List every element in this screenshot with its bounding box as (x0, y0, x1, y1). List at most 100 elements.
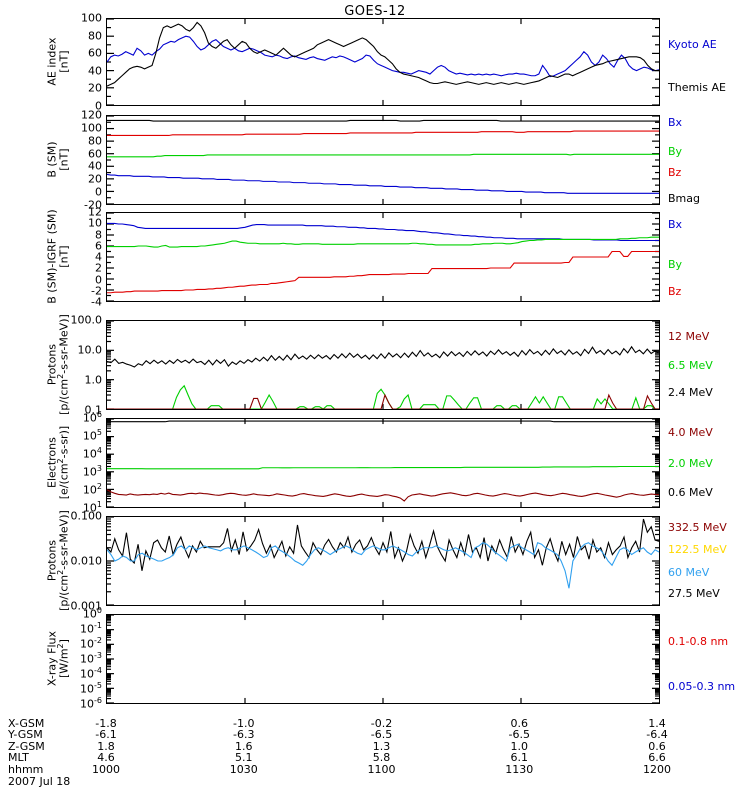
legend-label: 0.05-0.3 nm (668, 680, 736, 693)
legend-label: 6.5 MeV (668, 359, 713, 372)
plot-panel-protons-high (106, 516, 660, 606)
y-axis-ticks-ae-index: 0 20 40 60 80 100 (58, 13, 102, 112)
axis-row-y-gsm: Y-GSM -6.1 -6.3 -6.5 -6.5 -6.4 (0, 728, 750, 742)
y-tick-label: 6 (95, 239, 102, 253)
bottom-axis-table: X-GSM -1.8 -1.0 -0.2 0.6 1.4 Y-GSM -6.1 -6.3 -6.5… (0, 718, 750, 775)
axis-tick-value: 1100 (367, 762, 396, 776)
axis-tick-value: 6.1 (510, 751, 529, 765)
y-axis-ticks-protons-low: 0.1 1.0 10.0 100.0 (58, 315, 103, 416)
legend-label: Bz (668, 285, 682, 299)
plot-panel-b-sm-igrf (106, 212, 660, 302)
y-tick-label: 60 (88, 147, 102, 161)
y-tick-label: 80 (88, 29, 102, 43)
legend-label: By (668, 145, 683, 158)
series-line (107, 22, 659, 86)
series-line (107, 131, 659, 135)
y-tick-label: 100.0 (70, 313, 103, 327)
legend-label: Bz (668, 165, 682, 179)
y-tick-label: 1.0 (84, 373, 103, 387)
series-line (107, 386, 659, 409)
y-tick-label: 10 (88, 216, 102, 230)
y-tick-label: 120 (81, 108, 102, 122)
series-line (107, 347, 659, 367)
y-axis-ticks-b-sm: -20 0 20 40 60 80 100 120 (58, 110, 102, 211)
series-line (107, 174, 659, 193)
y-tick-label: 0 (95, 185, 102, 199)
legend-label: Themis AE (668, 80, 726, 94)
axis-tick-value: 5.1 (235, 751, 253, 765)
axis-row-label: X-GSM (8, 717, 45, 730)
series-line (107, 466, 659, 468)
axis-tick-value: 1.0 (510, 739, 529, 753)
axis-tick-value: -6.1 (95, 728, 117, 742)
y-axis-title-xray-flux: X-ray Flux [W/m2] (45, 631, 70, 687)
y-tick-label: 102 (82, 481, 102, 497)
series-line (107, 223, 659, 240)
legend-label: Bx (668, 217, 683, 231)
axis-tick-value: 0.6 (510, 717, 529, 730)
plot-panel-ae-index (106, 18, 660, 106)
axis-row-label: Y-GSM (8, 728, 43, 742)
y-tick-label: 106 (82, 409, 102, 425)
legend-label: 0.1-0.8 nm (668, 635, 729, 648)
axis-row-label: MLT (8, 751, 29, 765)
y-tick-label: 0 (95, 99, 102, 113)
y-tick-label: 100 (82, 605, 102, 621)
y-tick-label: 60 (88, 46, 102, 60)
axis-row-mlt: MLT 4.6 5.1 5.8 6.1 6.6 (0, 751, 750, 765)
plot-panel-protons-low (106, 320, 660, 410)
axis-tick-value: 1.6 (235, 739, 253, 753)
y-axis-ticks-xray-flux: 10-6 10-5 10-4 10-3 10-2 10-1 100 (58, 606, 102, 709)
y-tick-label: 12 (88, 205, 102, 219)
date-stamp: 2007 Jul 18 (8, 775, 71, 788)
series-line (107, 120, 659, 121)
legend-label: 2.0 MeV (668, 457, 713, 470)
legend-label: 27.5 MeV (668, 586, 720, 600)
y-tick-label: 100 (81, 121, 102, 135)
axis-row-x-gsm: X-GSM -1.8 -1.0 -0.2 0.6 1.4 (0, 717, 750, 730)
legend-label: Bx (668, 116, 683, 130)
axis-tick-value: 1000 (92, 762, 120, 776)
axis-tick-value: 1030 (229, 762, 258, 776)
y-axis-ticks-electrons: 101 102 103 104 105 106 (58, 410, 102, 513)
axis-tick-value: -6.5 (370, 728, 393, 742)
series-line (107, 36, 659, 76)
plot-panel-b-sm (106, 115, 660, 205)
legend-label: 122.5 MeV (668, 543, 727, 557)
y-tick-label: 10-2 (80, 635, 102, 651)
plot-panel-xray-flux (106, 614, 660, 704)
axis-tick-value: -6.3 (233, 728, 255, 742)
y-tick-label: 0.1 (84, 403, 103, 417)
y-tick-label: 0 (95, 273, 102, 286)
axis-tick-value: -6.5 (508, 728, 530, 742)
y-tick-label: -2 (91, 284, 102, 298)
y-tick-label: 10-3 (80, 650, 102, 666)
axis-tick-value: -0.2 (370, 717, 393, 730)
y-axis-title-b-sm-igrf: B (SM)-IGRF (SM) [nT] (45, 209, 70, 304)
y-tick-label: 105 (82, 427, 102, 443)
y-tick-label: 0.100 (70, 509, 103, 523)
y-tick-label: 40 (88, 159, 102, 173)
legend-label: Bmag (668, 191, 700, 205)
y-tick-label: 80 (88, 134, 102, 148)
y-axis-ticks-b-sm-igrf: -4 -2 0 2 4 6 8 10 12 (58, 207, 102, 308)
y-tick-label: 10-5 (80, 680, 102, 696)
y-tick-label: 10.0 (77, 343, 103, 357)
y-tick-label: 2 (95, 261, 102, 275)
axis-row-label: Z-GSM (8, 739, 45, 753)
series-line (107, 543, 659, 589)
legend-label: 4.0 MeV (668, 426, 713, 440)
axis-row-hhmm: hhmm 1000 1030 1100 1130 1200 (0, 762, 750, 776)
page-title: GOES-12 (344, 4, 406, 19)
y-tick-label: 100 (81, 11, 102, 25)
y-tick-label: 20 (88, 81, 102, 95)
plot-panel-electrons (106, 418, 660, 508)
axis-tick-value: 4.6 (97, 751, 115, 765)
axis-tick-value: 0.6 (648, 739, 666, 753)
y-tick-label: 8 (95, 228, 102, 241)
axis-tick-value: -6.4 (646, 728, 668, 742)
axis-tick-value: 6.6 (648, 751, 666, 765)
axis-tick-value: 5.8 (372, 751, 391, 765)
legend-label: 2.4 MeV (668, 386, 713, 399)
series-line (107, 519, 659, 571)
